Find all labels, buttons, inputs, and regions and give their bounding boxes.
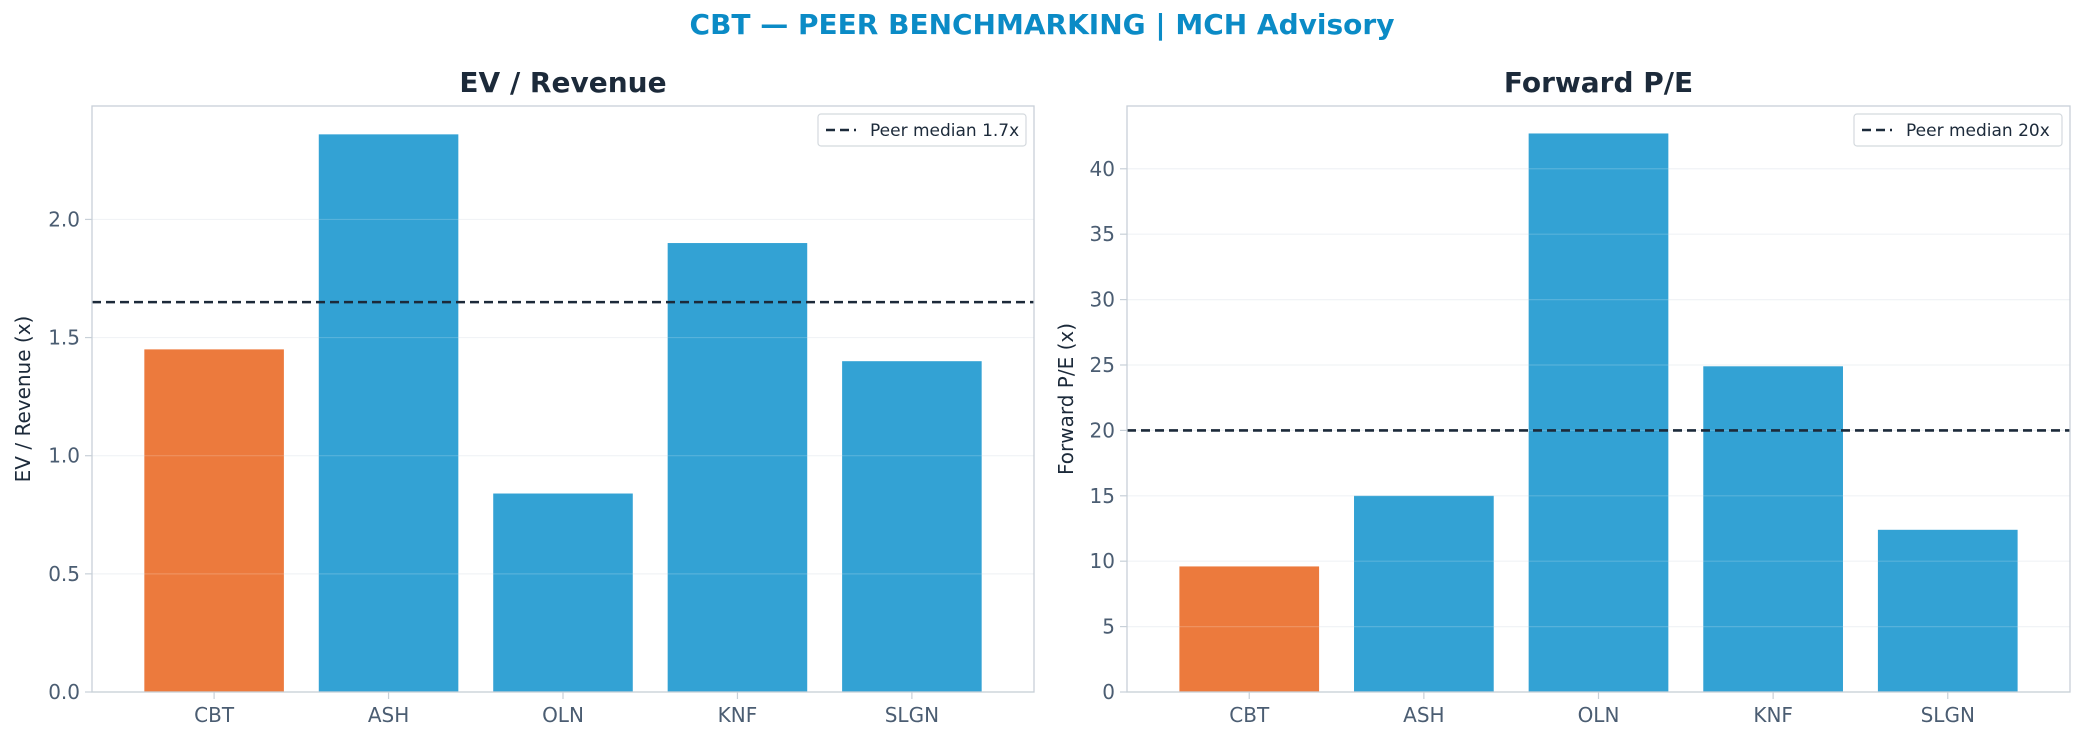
bar-knf [667, 243, 808, 692]
legend-label: Peer median 20x [1906, 121, 2050, 141]
legend: Peer median 20x [1853, 113, 2063, 147]
y-tick-label: 25 [1090, 353, 1115, 377]
figure-title: CBT — PEER BENCHMARKING | MCH Advisory [689, 8, 1395, 41]
y-tick-label: 10 [1090, 549, 1115, 573]
x-tick-label: OLN [542, 703, 584, 727]
bar-knf [1703, 366, 1843, 692]
y-tick-label: 0 [1102, 680, 1115, 704]
bar-slgn [842, 361, 982, 692]
x-tick-label: CBT [1229, 703, 1270, 727]
plot-frame [91, 105, 1035, 693]
y-tick-label: 1.5 [48, 326, 80, 350]
x-tick-label: SLGN [885, 703, 939, 727]
panel-title: EV / Revenue [459, 66, 666, 99]
plot-frame [1126, 105, 2071, 693]
legend-label: Peer median 1.7x [870, 121, 1019, 141]
y-tick-label: 40 [1090, 157, 1115, 181]
x-tick-label: KNF [718, 703, 758, 727]
y-tick-label: 15 [1090, 484, 1115, 508]
x-tick-label: ASH [1403, 703, 1444, 727]
bar-cbt [144, 349, 284, 692]
x-tick-label: KNF [1753, 703, 1793, 727]
legend-box [1853, 113, 2063, 147]
bar-ash [318, 134, 459, 692]
bar-oln [1528, 133, 1669, 692]
bar-oln [493, 493, 633, 692]
y-tick-label: 0.5 [48, 562, 80, 586]
panel-title: Forward P/E [1504, 66, 1693, 99]
x-tick-label: SLGN [1921, 703, 1975, 727]
chart-panel-2: Forward P/E Forward P/E (x) 0 5 10 15 20 25 30 35… [1054, 66, 2071, 727]
chart-panel-1: EV / Revenue EV / Revenue (x) 0.0 0.5 1.0 1.5… [11, 66, 1035, 727]
bar-ash [1354, 495, 1494, 692]
y-tick-label: 0.0 [48, 680, 80, 704]
y-axis-label: Forward P/E (x) [1054, 323, 1078, 475]
y-axis-label: EV / Revenue (x) [11, 316, 35, 483]
y-tick-label: 1.0 [48, 444, 80, 468]
legend-box [817, 113, 1027, 147]
x-tick-label: OLN [1578, 703, 1620, 727]
y-tick-label: 2.0 [48, 207, 80, 231]
y-tick-label: 20 [1090, 418, 1115, 442]
legend: Peer median 1.7x [817, 113, 1027, 147]
x-tick-label: ASH [368, 703, 409, 727]
y-tick-label: 5 [1102, 615, 1115, 639]
bar-slgn [1877, 529, 2018, 692]
y-tick-label: 35 [1090, 222, 1115, 246]
x-tick-label: CBT [194, 703, 235, 727]
y-tick-label: 30 [1090, 288, 1115, 312]
bar-cbt [1179, 566, 1320, 692]
